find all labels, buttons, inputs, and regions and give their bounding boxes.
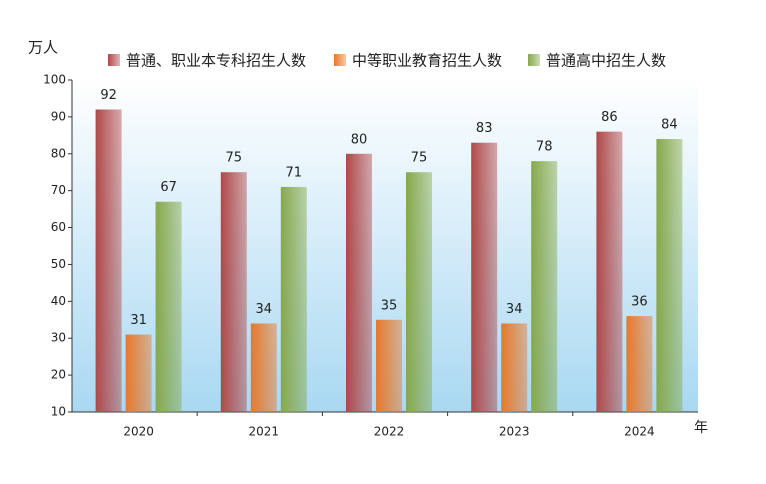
value-label: 92	[100, 88, 117, 103]
value-label: 67	[160, 180, 177, 195]
y-tick-label: 90	[51, 109, 66, 123]
legend-label: 普通、职业本专科招生人数	[126, 52, 306, 70]
bar	[280, 186, 307, 412]
x-tick-label: 2024	[624, 425, 655, 439]
bar	[220, 172, 247, 412]
bar	[250, 323, 277, 412]
y-tick-label: 20	[51, 368, 66, 382]
x-tick-label: 2020	[123, 425, 154, 439]
bar	[406, 172, 432, 412]
value-label: 35	[381, 298, 398, 313]
y-tick-label: 60	[51, 220, 66, 234]
value-label: 34	[506, 302, 523, 317]
x-tick-label: 2022	[374, 425, 405, 439]
legend-label: 中等职业教育招生人数	[352, 52, 502, 70]
bar	[471, 142, 498, 412]
value-label: 31	[130, 313, 147, 328]
value-label: 78	[536, 140, 553, 155]
y-tick-label: 30	[51, 331, 66, 345]
bar	[531, 161, 558, 412]
value-label: 86	[601, 110, 618, 125]
y-tick-label: 40	[51, 294, 66, 308]
y-unit: 万人	[28, 39, 58, 57]
legend-label: 普通高中招生人数	[546, 52, 666, 70]
value-label: 84	[661, 118, 678, 133]
x-unit: 年	[694, 420, 708, 436]
legend-swatch	[528, 54, 540, 66]
legend-swatch	[108, 54, 120, 66]
value-label: 83	[476, 121, 493, 136]
x-tick-label: 2021	[249, 425, 280, 439]
y-tick-label: 50	[51, 257, 66, 271]
bar	[155, 201, 182, 412]
bar	[501, 323, 528, 412]
y-tick-label: 100	[43, 73, 66, 87]
value-label: 75	[226, 151, 243, 166]
value-label: 34	[256, 302, 273, 317]
value-label: 71	[286, 165, 303, 180]
bar	[346, 153, 372, 412]
legend-swatch	[334, 54, 346, 66]
value-label: 80	[351, 132, 368, 147]
y-tick-label: 80	[51, 146, 66, 160]
x-tick-label: 2023	[499, 425, 530, 439]
bar	[376, 319, 402, 412]
bar	[125, 334, 152, 412]
value-label: 75	[411, 151, 428, 166]
y-tick-label: 70	[51, 183, 66, 197]
y-tick-label: 10	[51, 405, 66, 419]
bar	[596, 131, 623, 412]
value-label: 36	[631, 295, 648, 310]
bar	[626, 316, 653, 412]
bar	[95, 109, 122, 412]
bar	[656, 139, 683, 412]
